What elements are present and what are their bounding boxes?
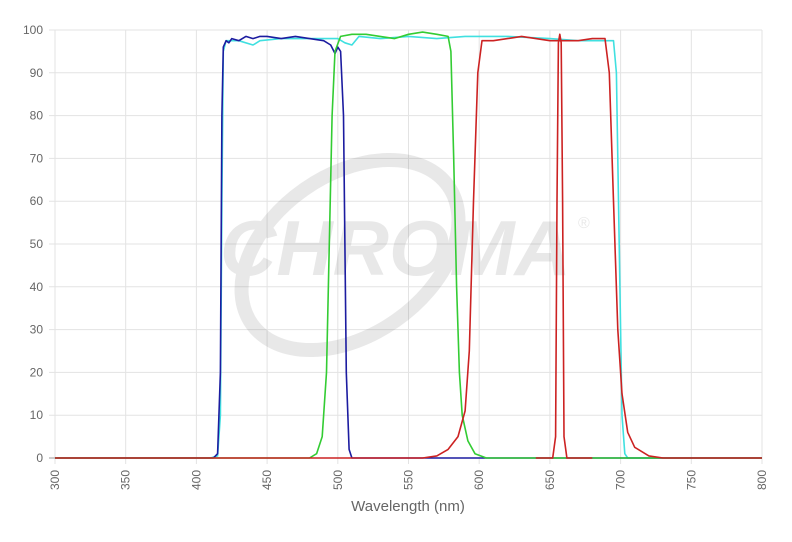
y-tick-label: 10	[30, 408, 44, 422]
x-tick-label: 400	[189, 470, 203, 490]
x-tick-label: 350	[119, 470, 133, 490]
x-tick-label: 300	[48, 470, 62, 490]
series-line-1	[55, 35, 762, 459]
svg-text:®: ®	[578, 215, 590, 232]
y-tick-label: 80	[30, 109, 44, 123]
y-tick-label: 50	[30, 237, 44, 251]
y-tick-label: 70	[30, 151, 44, 165]
x-tick-label: 550	[402, 470, 416, 490]
x-tick-label: 700	[614, 470, 628, 490]
x-tick-label: 500	[331, 470, 345, 490]
y-tick-label: 40	[30, 280, 44, 294]
watermark-text: CHROMA	[220, 204, 571, 292]
series-lines	[55, 31, 762, 459]
y-tick-label: 20	[30, 365, 44, 379]
series-line-4	[535, 33, 593, 459]
x-axis-label: Wavelength (nm)	[351, 498, 465, 515]
y-tick-label: 100	[23, 23, 43, 37]
x-tick-label: 800	[755, 470, 769, 490]
y-tick-label: 30	[30, 323, 44, 337]
x-tick-label: 650	[543, 470, 557, 490]
x-tick-label: 450	[260, 470, 274, 490]
y-tick-label: 90	[30, 66, 44, 80]
x-tick-label: 750	[684, 470, 698, 490]
series-line-3	[55, 35, 762, 459]
x-tick-label: 600	[472, 470, 486, 490]
y-tick-label: 60	[30, 194, 44, 208]
axis-ticks: 300 350 400 450 500 550 600 650 700 750 800 0 10 20 30…	[23, 23, 769, 490]
chroma-watermark-logo: CHROMA ®	[220, 152, 590, 358]
y-tick-label: 0	[36, 451, 43, 465]
series-line-2	[55, 31, 762, 459]
